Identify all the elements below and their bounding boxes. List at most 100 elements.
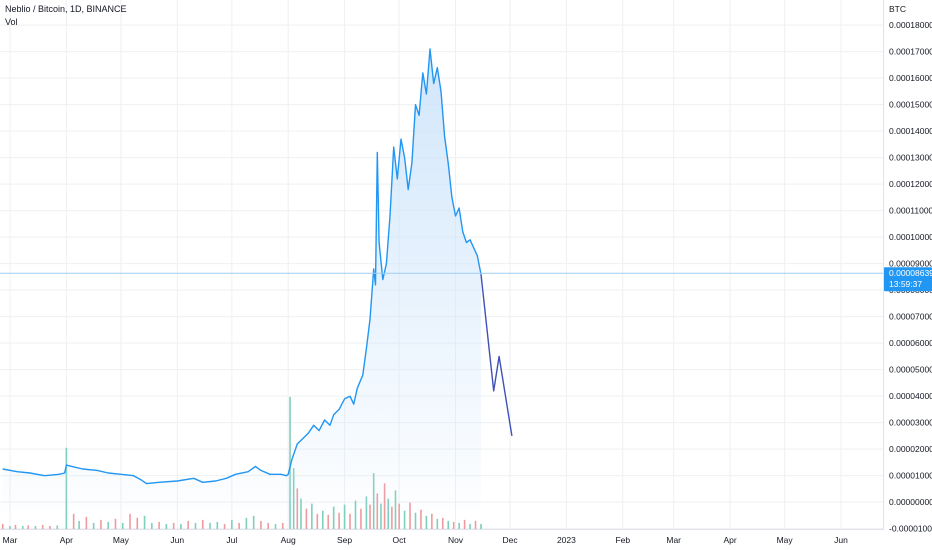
volume-bar: [209, 522, 211, 529]
volume-bar: [300, 498, 302, 529]
volume-bar: [316, 513, 319, 529]
volume-bar: [194, 522, 197, 529]
volume-bar: [365, 496, 368, 529]
y-tick-label: 0.00012000: [889, 179, 932, 189]
y-tick-label: 0.00016000: [889, 73, 932, 83]
volume-bar: [21, 525, 24, 529]
volume-bar: [100, 519, 102, 529]
time-axis[interactable]: Mar Apr May Jun Jul Aug Sep Oct Nov Dec 2023 Feb Mar…: [3, 535, 848, 545]
volume-bar: [360, 508, 362, 529]
y-tick-label: -0.00001000: [889, 524, 932, 534]
y-tick-label: 0.00010000: [889, 232, 932, 242]
volume-bar: [114, 518, 117, 529]
volume-bar: [349, 513, 351, 529]
x-tick-label: Oct: [393, 535, 407, 545]
price-badge-value: 0.00008639: [889, 268, 932, 278]
y-tick-label: 0.00005000: [889, 365, 932, 375]
volume-bar: [92, 522, 95, 529]
x-tick-label: Mar: [666, 535, 681, 545]
volume-bar: [425, 515, 428, 529]
y-tick-label: 0.00009000: [889, 259, 932, 269]
volume-bar: [436, 518, 439, 529]
volume-bar: [158, 521, 160, 529]
volume-bar: [380, 503, 382, 529]
volume-bar: [85, 516, 88, 529]
volume-bar: [343, 504, 346, 529]
x-tick-label: Sep: [337, 535, 352, 545]
volume-bar: [201, 519, 204, 529]
volume-bar: [78, 520, 80, 529]
volume-bar: [245, 517, 248, 529]
volume-bar: [274, 523, 277, 529]
volume-bar: [34, 525, 37, 529]
volume-bar: [338, 512, 340, 529]
volume-bar: [136, 517, 139, 529]
volume-bar: [414, 512, 417, 529]
volume-bar: [180, 523, 182, 529]
volume-bar: [480, 523, 482, 529]
volume-bar: [289, 397, 291, 529]
y-tick-label: 0.00014000: [889, 126, 932, 136]
x-tick-label: Aug: [281, 535, 296, 545]
x-tick-label: Apr: [723, 535, 736, 545]
volume-bar: [354, 500, 357, 529]
y-tick-label: 0.00018000: [889, 20, 932, 30]
volume-legend[interactable]: Vol: [5, 17, 18, 27]
volume-bar: [469, 523, 471, 529]
volume-bar: [14, 524, 17, 529]
x-tick-label: Jul: [226, 535, 237, 545]
volume-bar: [463, 519, 466, 529]
volume-bar: [321, 510, 324, 529]
volume-bar: [56, 525, 59, 529]
volume-bar: [49, 525, 51, 529]
volume-bar: [172, 522, 175, 529]
y-tick-label: 0.00000000: [889, 497, 932, 507]
volume-bar: [216, 521, 219, 529]
volume-bar: [27, 525, 29, 529]
volume-bar: [369, 504, 371, 529]
volume-bar: [187, 520, 190, 529]
volume-bar: [143, 515, 146, 529]
volume-bar: [474, 520, 477, 529]
x-tick-label: Feb: [615, 535, 630, 545]
y-tick-label: 0.00006000: [889, 338, 932, 348]
volume-bar: [431, 513, 433, 529]
y-tick-label: 0.00007000: [889, 312, 932, 322]
x-tick-label: Apr: [60, 535, 73, 545]
price-line: [2, 48, 482, 485]
x-tick-label: Jun: [834, 535, 848, 545]
x-tick-label: 2023: [557, 535, 576, 545]
price-badge-countdown: 13:59:37: [889, 279, 922, 289]
volume-bar: [420, 509, 422, 529]
volume-bar: [252, 515, 255, 529]
volume-bar: [231, 519, 233, 529]
x-tick-label: Jun: [170, 535, 184, 545]
volume-bar: [403, 510, 406, 529]
symbol-legend[interactable]: Neblio / Bitcoin, 1D, BINANCE: [5, 4, 127, 14]
volume-bar: [267, 522, 270, 529]
volume-bar: [1, 523, 4, 529]
y-tick-label: 0.00015000: [889, 100, 932, 110]
x-tick-label: Mar: [3, 535, 18, 545]
currency-label: BTC: [889, 4, 906, 14]
volume-bar: [376, 493, 379, 529]
volume-bar: [311, 503, 313, 529]
volume-bar: [452, 521, 455, 529]
x-tick-label: Dec: [502, 535, 518, 545]
volume-bar: [9, 525, 11, 529]
volume-bar: [238, 522, 240, 529]
volume-bar: [121, 522, 124, 529]
volume-bar: [398, 503, 400, 529]
volume-bar: [260, 520, 262, 529]
y-tick-label: 0.00001000: [889, 471, 932, 481]
volume-bar: [72, 513, 75, 529]
y-tick-label: 0.00004000: [889, 391, 932, 401]
volume-bar: [165, 523, 168, 529]
volume-bar: [409, 502, 411, 529]
volume-bar: [458, 522, 460, 529]
price-badge: 0.00008639 13:59:37: [884, 267, 932, 292]
price-area-fill: [2, 49, 481, 511]
y-tick-label: 0.00002000: [889, 444, 932, 454]
volume-bar: [332, 506, 335, 529]
